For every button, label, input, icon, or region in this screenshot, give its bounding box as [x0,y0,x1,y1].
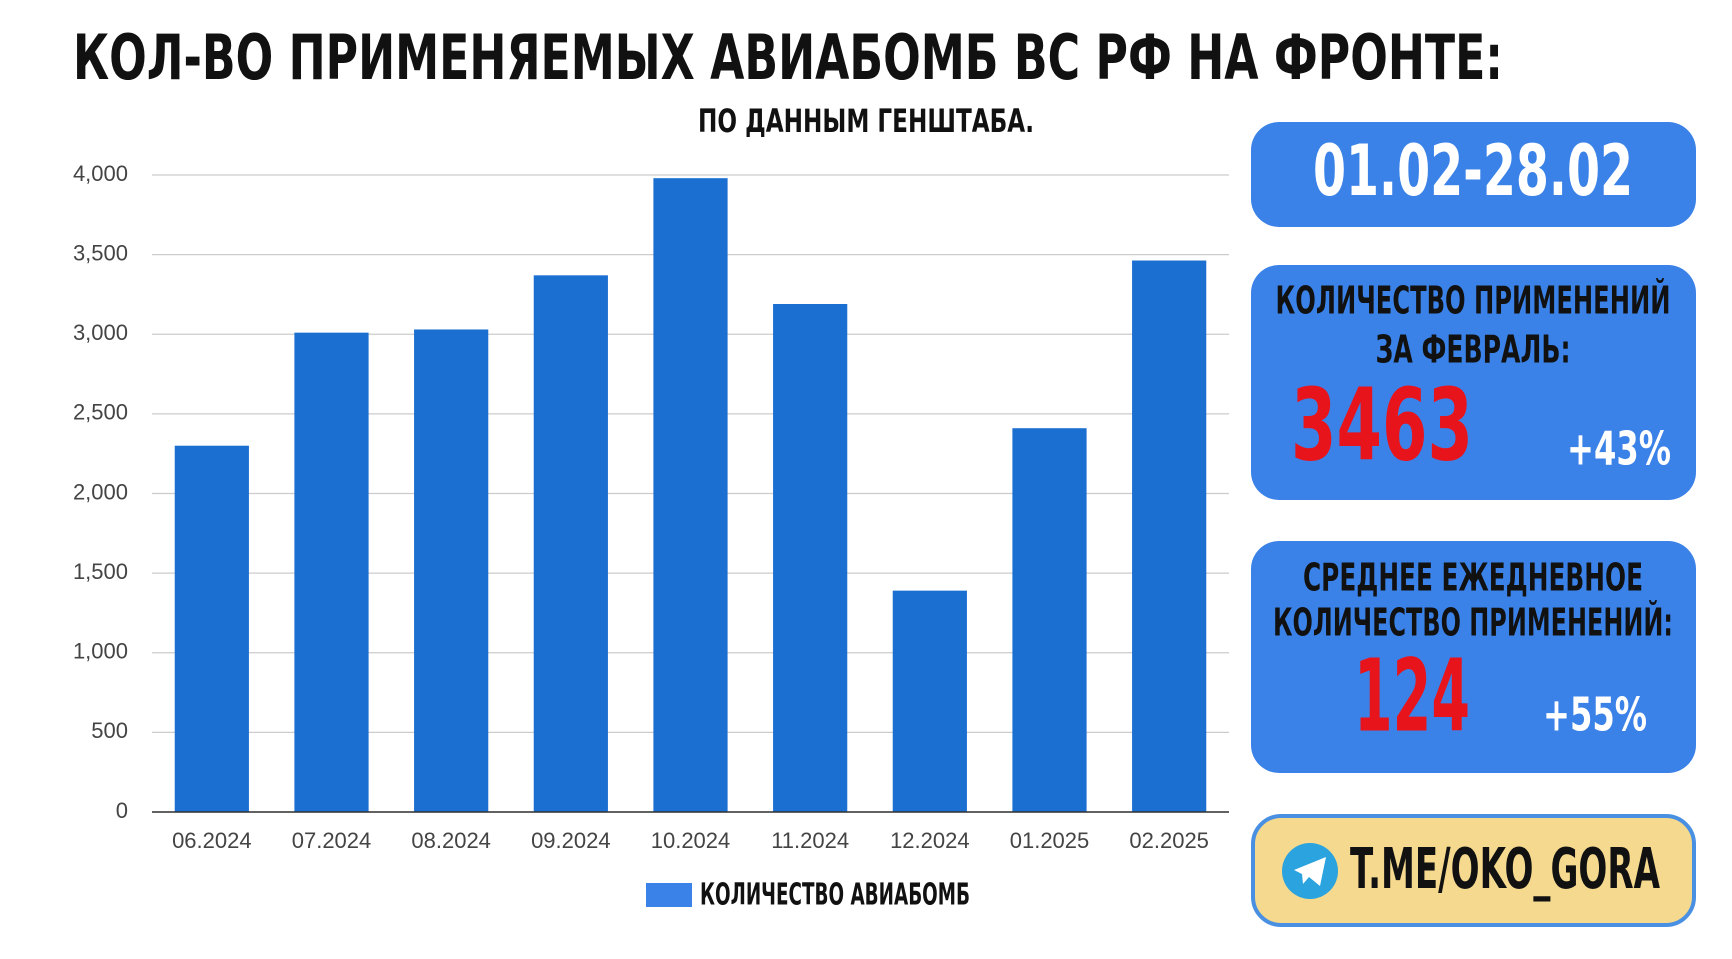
period-text: 01.02-28.02 [1313,130,1633,212]
chart-title: КОЛ-ВО ПРИМЕНЯЕМЫХ АВИАБОМБ ВС РФ НА ФРО… [73,21,1503,94]
x-tick-label: 01.2025 [1010,828,1090,853]
bar [414,329,489,812]
chart-subtitle: ПО ДАННЫМ ГЕНШТАБА. [698,102,1034,140]
legend-label: КОЛИЧЕСТВО АВИАБОМБ [700,878,970,913]
daily-change: +55% [1543,688,1647,742]
x-tick-label: 11.2024 [771,828,849,853]
x-tick-label: 07.2024 [292,828,372,853]
x-tick-label: 02.2025 [1129,828,1209,853]
bar [892,590,967,812]
monthly-label: ЗА ФЕВРАЛЬ: [1376,328,1571,372]
daily-panel [1251,541,1696,773]
monthly-panel [1251,265,1696,500]
y-tick-label: 3,500 [73,240,128,265]
bar [294,332,369,812]
bar [174,445,249,812]
y-tick-label: 0 [116,798,128,823]
x-tick-label: 10.2024 [651,828,731,853]
link-text: T.ME/OKO_GORA [1350,837,1660,902]
y-tick-label: 1,500 [73,559,128,584]
monthly-label: КОЛИЧЕСТВО ПРИМЕНЕНИЙ [1276,279,1671,323]
y-tick-label: 3,000 [73,320,128,345]
bar [1132,260,1207,813]
x-tick-label: 06.2024 [172,828,252,853]
telegram-plane [1294,857,1326,886]
x-tick-label: 12.2024 [890,828,970,853]
y-tick-label: 4,000 [73,161,128,186]
y-tick-label: 1,000 [73,639,128,664]
y-tick-label: 500 [91,718,128,743]
period-panel [1251,122,1696,227]
x-tick-label: 09.2024 [531,828,611,853]
monthly-number: 3463 [1291,366,1473,483]
y-tick-label: 2,000 [73,479,128,504]
monthly-change: +43% [1567,422,1671,476]
link-panel [1251,814,1696,927]
daily-number: 124 [1354,637,1470,754]
bar [1012,428,1087,812]
y-tick-label: 2,500 [73,400,128,425]
bar [773,303,848,812]
daily-label: КОЛИЧЕСТВО ПРИМЕНЕНИЙ: [1273,601,1673,645]
bar [533,275,608,812]
bar [653,178,728,812]
x-tick-label: 08.2024 [411,828,491,853]
daily-label: СРЕДНЕЕ ЕЖЕДНЕВНОЕ [1303,556,1643,600]
legend-swatch [646,883,692,907]
